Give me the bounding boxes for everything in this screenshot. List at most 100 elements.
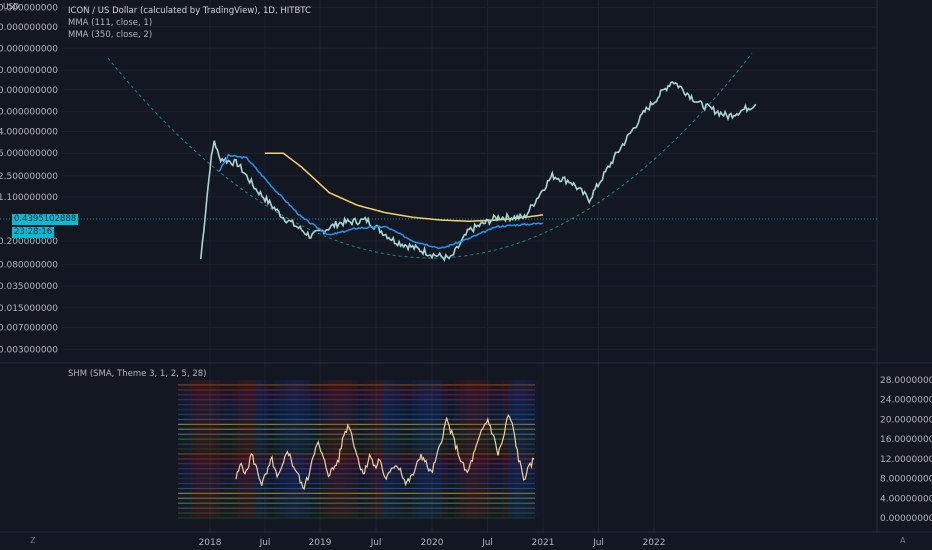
heatmap-cell — [424, 380, 430, 518]
heatmap-cell — [280, 380, 286, 518]
price-tick-label: 0.015000000 — [0, 304, 58, 314]
price-axis[interactable]: 1700.000000000 800.000000000 350.000000000… — [0, 3, 58, 355]
heatmap-cell — [436, 380, 442, 518]
time-tick-label: 2021 — [532, 538, 555, 548]
oscillator-tick-label: 8.000000000 — [880, 475, 932, 485]
price-tick-label: 70.000000000 — [0, 86, 58, 96]
price-tick-label: 0.003000000 — [0, 345, 58, 355]
heatmap-cell — [364, 380, 370, 518]
heatmap-cell — [232, 380, 238, 518]
currency-label: USD — [3, 2, 19, 11]
heatmap-cell — [310, 380, 316, 518]
time-axis[interactable]: 2018 Jul 2019 Jul 2020 Jul 2021 Jul 2022 — [199, 538, 666, 548]
heatmap-cell — [430, 380, 436, 518]
price-tick-label: 6.000000000 — [0, 149, 58, 159]
price-tick-label: 30.000000000 — [0, 108, 58, 118]
price-tick-label: 150.000000000 — [0, 66, 58, 76]
heatmap-cell — [214, 380, 220, 518]
heatmap-cell — [274, 380, 280, 518]
oscillator-tick-label: 12.000000000 — [880, 455, 932, 465]
heatmap-cell — [532, 380, 538, 518]
ma350-line — [265, 152, 544, 222]
heatmap-cell — [448, 380, 454, 518]
ma111-line — [218, 153, 544, 250]
time-tick-label: 2022 — [643, 538, 666, 548]
heatmap-cell — [178, 380, 184, 518]
auto-scale-icon-text: A — [900, 536, 906, 545]
heatmap-cell — [190, 380, 196, 518]
countdown-tag: 23:28:16 — [12, 227, 55, 238]
heatmap-cell — [526, 380, 532, 518]
shm-oscillator-line — [235, 414, 535, 491]
heatmap-cell — [316, 380, 322, 518]
time-tick-label: 2019 — [309, 538, 332, 548]
price-tick-label: 800.000000000 — [0, 23, 58, 33]
time-tick-label: 2020 — [421, 538, 444, 548]
price-tick-label: 350.000000000 — [0, 44, 58, 54]
heatmap-cell — [208, 380, 214, 518]
heatmap-cell — [256, 380, 262, 518]
heatmap-cell — [328, 380, 334, 518]
heatmap-cell — [442, 380, 448, 518]
zoom-icon-text: Z — [30, 536, 36, 545]
heatmap-cell — [334, 380, 340, 518]
auto-scale-icon[interactable]: A — [900, 536, 905, 545]
time-tick-label: Jul — [370, 538, 382, 548]
oscillator-tick-label: 28.000000000 — [880, 376, 932, 386]
price-tick-label: 14.000000000 — [0, 127, 58, 137]
price-tick-label: 0.035000000 — [0, 282, 58, 292]
heatmap-cell — [286, 380, 292, 518]
heatmap-cell — [508, 380, 514, 518]
zoom-icon[interactable]: Z — [30, 536, 35, 545]
heatmap-cell — [400, 380, 406, 518]
heatmap-cell — [226, 380, 232, 518]
heatmap-cell — [484, 380, 490, 518]
heatmap-cell — [298, 380, 304, 518]
heatmap-cell — [490, 380, 496, 518]
heatmap-cell — [220, 380, 226, 518]
time-tick-label: 2018 — [199, 538, 222, 548]
oscillator-tick-label: 16.000000000 — [880, 435, 932, 445]
price-tick-label: 0.007000000 — [0, 324, 58, 334]
heatmap-cell — [382, 380, 388, 518]
heatmap-cell — [370, 380, 376, 518]
heatmap-cell — [520, 380, 526, 518]
shm-indicator-label[interactable]: SHM (SMA, Theme 3, 1, 2, 5, 28) — [68, 369, 207, 379]
oscillator-tick-label: 24.000000000 — [880, 396, 932, 406]
heatmap-cell — [346, 380, 352, 518]
oscillator-tick-label: 0.000000000 — [880, 514, 932, 524]
heatmap-cell — [466, 380, 472, 518]
price-tick-label: 2.500000000 — [0, 172, 58, 182]
heatmap-cell — [358, 380, 364, 518]
time-tick-label: Jul — [592, 538, 604, 548]
heatmap-cell — [250, 380, 256, 518]
oscillator-axis[interactable]: 28.000000000 24.000000000 20.000000000 16.0… — [880, 376, 932, 524]
chart-title[interactable]: ICON / US Dollar (calculated by TradingV… — [68, 6, 311, 16]
heatmap-cell — [322, 380, 328, 518]
heatmap-cell — [238, 380, 244, 518]
price-tick-label: 1700.000000000 — [0, 3, 58, 13]
heatmap-cell — [406, 380, 412, 518]
heatmap-cell — [196, 380, 202, 518]
heatmap-cell — [292, 380, 298, 518]
heatmap-cell — [262, 380, 268, 518]
heatmap-cell — [478, 380, 484, 518]
currency-text: USD — [3, 2, 20, 11]
last-price-tag: 0.4395102888 — [12, 214, 79, 225]
heatmap-cell — [184, 380, 190, 518]
parabolic-curve — [107, 52, 753, 259]
shm-heatmap — [178, 380, 538, 519]
heatmap-cell — [418, 380, 424, 518]
heatmap-cell — [412, 380, 418, 518]
price-tick-label: 0.080000000 — [0, 261, 58, 271]
indicator-ma111-label[interactable]: MMA (111, close, 1) — [68, 18, 153, 28]
heatmap-cell — [304, 380, 310, 518]
heatmap-cell — [268, 380, 274, 518]
indicator-ma350-label[interactable]: MMA (350, close, 2) — [68, 30, 153, 40]
heatmap-cell — [340, 380, 346, 518]
heatmap-cell — [502, 380, 508, 518]
heatmap-cell — [202, 380, 208, 518]
time-tick-label: Jul — [259, 538, 271, 548]
heatmap-cell — [244, 380, 250, 518]
